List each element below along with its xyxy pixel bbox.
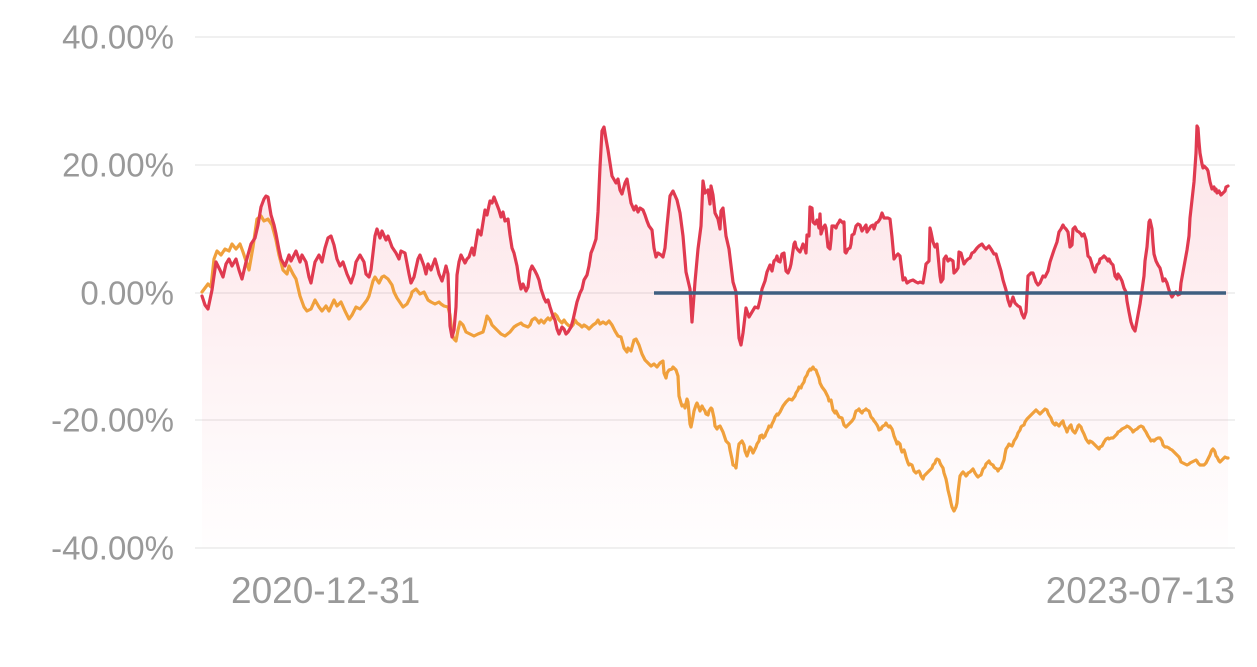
svg-text:2020-12-31: 2020-12-31 — [231, 570, 420, 611]
svg-text:0.00%: 0.00% — [80, 275, 174, 312]
svg-text:-20.00%: -20.00% — [51, 402, 174, 439]
svg-text:40.00%: 40.00% — [62, 19, 174, 56]
svg-text:2023-07-13: 2023-07-13 — [1046, 570, 1235, 611]
svg-text:-40.00%: -40.00% — [51, 530, 174, 567]
svg-text:20.00%: 20.00% — [62, 147, 174, 184]
